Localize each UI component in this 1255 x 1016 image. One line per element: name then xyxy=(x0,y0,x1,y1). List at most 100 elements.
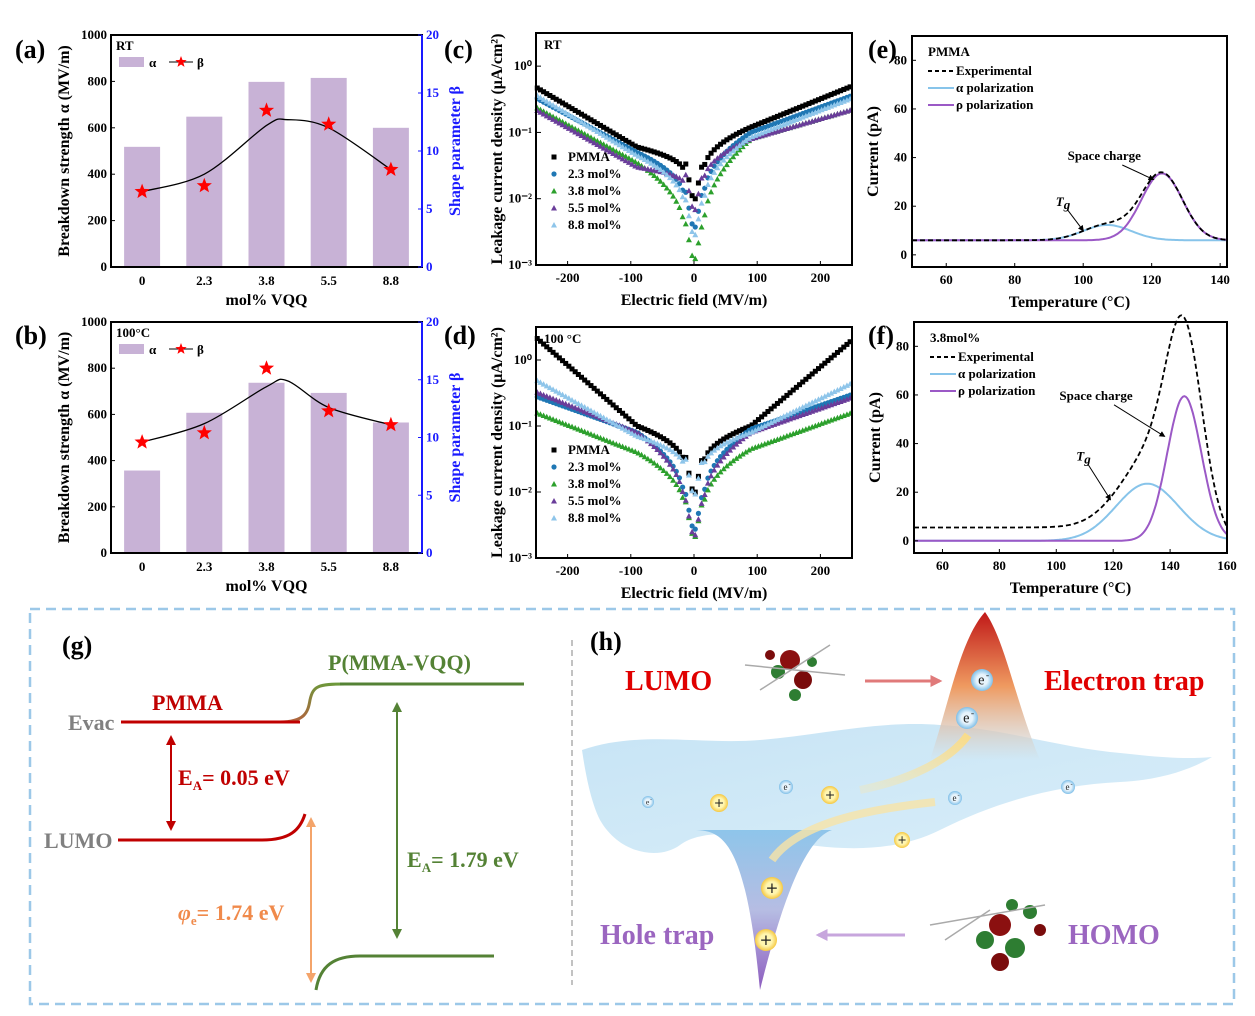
data-point xyxy=(537,379,544,385)
data-point xyxy=(587,137,594,144)
data-point xyxy=(619,425,626,431)
experimental-curve xyxy=(914,314,1228,529)
electron-carrier xyxy=(971,669,993,691)
x-tick-label: 100 xyxy=(1073,272,1093,287)
y-tick-label: 20 xyxy=(896,484,909,499)
data-point xyxy=(559,118,566,125)
data-point xyxy=(689,221,695,227)
data-point xyxy=(632,448,639,455)
data-point xyxy=(543,393,550,399)
data-point xyxy=(606,148,613,155)
data-point xyxy=(689,228,696,235)
data-point xyxy=(619,151,626,158)
data-point xyxy=(600,132,607,138)
data-point xyxy=(695,510,702,516)
chart-f-tsdc-3-8: 60 80 100 120 140 160 0 20 40 60 80 Temperature (°C… xyxy=(867,314,1237,597)
data-point xyxy=(676,161,682,167)
data-point xyxy=(768,419,775,425)
data-point xyxy=(581,120,588,127)
data-point xyxy=(740,128,746,134)
data-point xyxy=(591,136,598,142)
data-point xyxy=(803,102,809,108)
data-point xyxy=(550,416,557,422)
data-point xyxy=(778,112,784,118)
data-point xyxy=(540,412,547,419)
beta-star-marker xyxy=(134,183,150,199)
data-point xyxy=(704,486,711,493)
data-point xyxy=(812,397,819,404)
data-point xyxy=(562,393,569,399)
data-point xyxy=(625,446,632,452)
data-point xyxy=(563,360,569,366)
data-point xyxy=(594,433,601,440)
data-point xyxy=(562,123,569,130)
data-point xyxy=(635,153,642,159)
data-point xyxy=(717,457,724,464)
legend-beta-star xyxy=(175,56,187,67)
data-point xyxy=(534,85,540,91)
data-point xyxy=(543,413,550,420)
data-point xyxy=(635,430,642,436)
data-point xyxy=(616,154,623,160)
electron-symbol: e xyxy=(646,797,650,806)
data-point xyxy=(572,404,579,411)
data-point xyxy=(569,106,575,112)
data-point xyxy=(613,148,620,154)
data-point xyxy=(765,117,771,123)
x-tick-label: -100 xyxy=(619,270,643,285)
data-point xyxy=(739,140,746,146)
electron-symbol: e xyxy=(963,710,969,726)
data-point xyxy=(546,384,553,391)
alpha-bar xyxy=(186,116,223,267)
data-point xyxy=(666,473,673,480)
data-point xyxy=(840,383,847,390)
data-point xyxy=(663,457,670,463)
hole-carrier xyxy=(821,786,839,804)
data-point xyxy=(566,363,572,369)
y-tick-label: 1000 xyxy=(81,27,107,42)
data-point xyxy=(717,468,724,475)
data-point xyxy=(676,478,683,484)
electron-charge-sign: - xyxy=(1070,781,1072,788)
data-point xyxy=(686,177,692,183)
alpha-bar xyxy=(124,470,161,553)
data-point xyxy=(632,158,639,165)
y-tick-label: 800 xyxy=(88,360,108,375)
x-axis-label: Temperature (°C) xyxy=(1010,580,1131,597)
data-point xyxy=(765,409,771,415)
hole-carrier xyxy=(710,794,728,812)
data-point xyxy=(739,435,746,442)
data-point xyxy=(663,470,670,476)
data-point xyxy=(708,188,715,195)
data-point xyxy=(560,358,566,364)
data-point xyxy=(540,96,547,102)
data-point xyxy=(783,411,790,418)
y-axis-label: Leakage current density (μA/cm²) xyxy=(489,34,506,265)
data-point xyxy=(692,231,699,238)
y-axis-label: Leakage current density (μA/cm²) xyxy=(489,327,506,558)
legend-beta-label: β xyxy=(197,342,204,357)
data-point xyxy=(572,398,579,405)
data-point xyxy=(569,396,576,403)
data-point xyxy=(717,160,724,167)
space-charge-annotation: Space charge xyxy=(1059,388,1133,403)
data-point xyxy=(819,363,825,369)
y2-tick-label: 20 xyxy=(426,27,439,42)
electron-charge-sign: - xyxy=(650,797,652,803)
legend-label: 8.8 mol% xyxy=(568,217,621,232)
data-point xyxy=(676,449,682,455)
tg-arrow xyxy=(1067,209,1084,232)
data-point xyxy=(736,438,743,444)
legend-label: α polarization xyxy=(958,366,1036,381)
data-point xyxy=(733,441,740,447)
legend-marker xyxy=(551,447,557,453)
data-point xyxy=(541,89,547,95)
data-point xyxy=(670,193,677,199)
data-point xyxy=(661,152,667,158)
data-point xyxy=(730,153,737,160)
data-point xyxy=(667,440,673,446)
data-point xyxy=(802,402,809,408)
data-point xyxy=(565,122,572,128)
data-point xyxy=(799,404,806,410)
data-point xyxy=(711,157,718,164)
